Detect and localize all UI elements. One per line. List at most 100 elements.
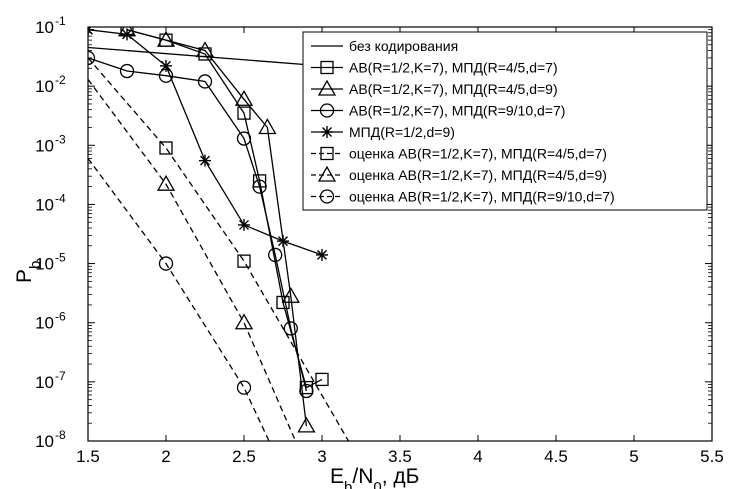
legend-entry: оценка АВ(R=1/2,K=7), МПД(R=4/5,d=7) bbox=[311, 146, 607, 162]
legend-entry: АВ(R=1/2,K=7), МПД(R=4/5,d=9) bbox=[311, 79, 558, 97]
marker-star bbox=[160, 59, 172, 72]
legend-label: оценка АВ(R=1/2,K=7), МПД(R=4/5,d=7) bbox=[349, 146, 607, 162]
y-tick-label: 10 -6 bbox=[35, 310, 66, 333]
y-tick-base: 10 bbox=[35, 18, 54, 37]
legend-entry: оценка АВ(R=1/2,K=7), МПД(R=4/5,d=9) bbox=[311, 165, 607, 183]
y-tick-exponent: -4 bbox=[55, 191, 66, 205]
marker-circle bbox=[319, 103, 335, 118]
y-tick-label: 10 -7 bbox=[35, 369, 66, 392]
x-tick-label: 2 bbox=[161, 447, 170, 466]
y-tick-label: 10 -1 bbox=[35, 14, 66, 37]
marker-triangle bbox=[281, 286, 300, 303]
series-line bbox=[88, 57, 350, 441]
marker-star bbox=[238, 218, 250, 231]
legend-entry: АВ(R=1/2,K=7), МПД(R=9/10,d=7) bbox=[311, 103, 565, 119]
legend-label: без кодирования bbox=[349, 38, 458, 54]
marker-circle bbox=[236, 380, 252, 395]
marker-square bbox=[237, 254, 251, 268]
legend-label: АВ(R=1/2,K=7), МПД(R=9/10,d=7) bbox=[349, 103, 565, 119]
x-tick-label: 5 bbox=[629, 447, 638, 466]
marker-square bbox=[237, 106, 251, 120]
y-tick-exponent: -7 bbox=[55, 369, 66, 383]
marker-star bbox=[316, 248, 328, 261]
marker-triangle bbox=[258, 118, 277, 135]
y-axis-label: Pb bbox=[13, 261, 44, 283]
y-tick-label: 10 -5 bbox=[35, 251, 66, 274]
y-tick-exponent: -3 bbox=[55, 132, 66, 146]
legend-label: оценка АВ(R=1/2,K=7), МПД(R=4/5,d=9) bbox=[349, 167, 607, 183]
y-tick-base: 10 bbox=[35, 195, 54, 214]
legend-entry: оценка АВ(R=1/2,K=7), МПД(R=9/10,d=7) bbox=[311, 189, 615, 205]
x-tick-label: 1.5 bbox=[76, 447, 100, 466]
marker-circle bbox=[299, 383, 314, 399]
x-tick-label: 4 bbox=[473, 447, 482, 466]
marker-triangle bbox=[317, 79, 337, 96]
marker-circle bbox=[283, 321, 298, 336]
x-tick-label: 5.5 bbox=[700, 447, 724, 466]
marker-circle bbox=[268, 247, 283, 263]
y-tick-label: 10 -3 bbox=[35, 132, 66, 155]
y-tick-exponent: -1 bbox=[55, 14, 66, 28]
series-line bbox=[126, 29, 308, 426]
y-tick-base: 10 bbox=[35, 432, 54, 451]
y-tick-base: 10 bbox=[35, 314, 54, 333]
series-line bbox=[88, 79, 297, 441]
marker-triangle bbox=[234, 89, 254, 106]
marker-circle bbox=[158, 256, 174, 271]
marker-circle bbox=[119, 63, 135, 79]
marker-star bbox=[321, 126, 333, 138]
series-line bbox=[88, 57, 308, 392]
series-4 bbox=[88, 50, 314, 399]
series-5 bbox=[88, 27, 328, 261]
marker-triangle bbox=[156, 174, 176, 191]
legend-box bbox=[302, 31, 708, 211]
marker-star bbox=[199, 154, 211, 167]
marker-square bbox=[320, 60, 334, 75]
marker-triangle bbox=[234, 313, 254, 330]
legend-label: оценка АВ(R=1/2,K=7), МПД(R=9/10,d=7) bbox=[349, 189, 615, 205]
y-tick-exponent: -2 bbox=[55, 73, 66, 87]
marker-circle bbox=[88, 50, 96, 66]
marker-circle bbox=[197, 74, 213, 89]
marker-star bbox=[277, 235, 289, 248]
y-tick-base: 10 bbox=[35, 255, 54, 274]
x-tick-label: 4.5 bbox=[544, 447, 568, 466]
series-8 bbox=[88, 158, 270, 441]
y-tick-base: 10 bbox=[35, 373, 54, 392]
y-tick-label: 10 -2 bbox=[35, 73, 66, 96]
marker-square bbox=[315, 372, 329, 387]
marker-triangle bbox=[297, 416, 316, 433]
x-axis-label: Eb/N0, дБ bbox=[330, 465, 419, 489]
y-tick-exponent: -5 bbox=[55, 251, 66, 265]
marker-star bbox=[88, 27, 94, 36]
legend-entry: без кодирования bbox=[311, 38, 458, 54]
legend-label: МПД(R=1/2,d=9) bbox=[349, 124, 455, 140]
marker-circle bbox=[319, 189, 335, 204]
y-tick-label: 10 -4 bbox=[35, 191, 66, 214]
legend-entry: АВ(R=1/2,K=7), МПД(R=4/5,d=7) bbox=[311, 60, 558, 76]
marker-circle bbox=[252, 179, 267, 194]
x-tick-label: 2.5 bbox=[232, 447, 256, 466]
marker-circle bbox=[236, 131, 252, 146]
y-tick-exponent: -8 bbox=[55, 428, 66, 442]
legend-label: АВ(R=1/2,K=7), МПД(R=4/5,d=7) bbox=[349, 60, 558, 76]
legend-entry: МПД(R=1/2,d=9) bbox=[311, 124, 455, 140]
y-tick-label: 10 -8 bbox=[35, 428, 66, 451]
marker-square bbox=[320, 146, 334, 161]
marker-triangle bbox=[317, 165, 337, 182]
series-line bbox=[88, 158, 270, 441]
series-3 bbox=[117, 27, 316, 433]
y-tick-exponent: -6 bbox=[55, 310, 66, 324]
marker-triangle bbox=[156, 30, 176, 47]
marker-square bbox=[159, 141, 173, 155]
series-7 bbox=[88, 79, 297, 441]
marker-triangle bbox=[195, 41, 215, 58]
marker-star bbox=[121, 28, 133, 41]
y-tick-base: 10 bbox=[35, 77, 54, 96]
y-tick-base: 10 bbox=[35, 136, 54, 155]
series-6 bbox=[88, 57, 350, 441]
x-tick-label: 3.5 bbox=[388, 447, 412, 466]
legend-label: АВ(R=1/2,K=7), МПД(R=4/5,d=9) bbox=[349, 81, 558, 97]
x-tick-label: 3 bbox=[317, 447, 326, 466]
